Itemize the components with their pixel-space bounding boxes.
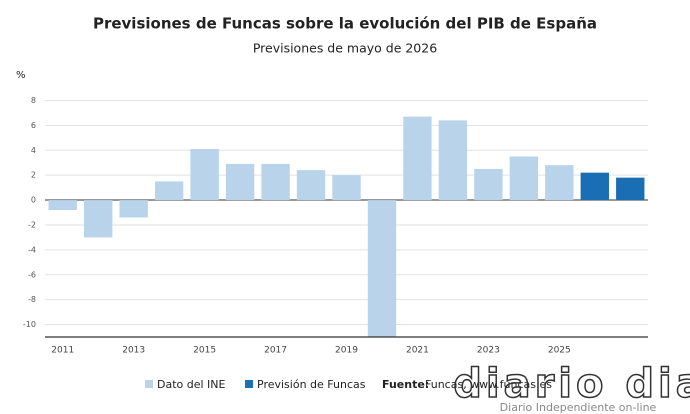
bar: [545, 165, 574, 201]
bar: [403, 116, 432, 201]
bar: [84, 200, 113, 238]
y-tick-label: 6: [31, 121, 36, 130]
bar: [154, 181, 184, 201]
y-tick-label: -4: [28, 245, 36, 254]
legend-swatch: [245, 380, 253, 388]
y-tick-label: 4: [31, 146, 36, 155]
bar: [296, 170, 326, 201]
x-tick-label: 2019: [335, 346, 358, 356]
x-tick-label: 2025: [548, 346, 571, 356]
x-tick-label: 2023: [477, 346, 500, 356]
bar: [190, 149, 219, 201]
y-tick-label: -10: [23, 320, 36, 329]
x-tick-label: 2017: [264, 346, 287, 356]
chart-subtitle: Previsiones de mayo de 2026: [253, 41, 437, 56]
y-tick-label: -8: [28, 295, 36, 304]
x-tick-label: 2011: [51, 346, 74, 356]
bar: [474, 168, 503, 201]
legend-swatch: [145, 380, 153, 388]
y-tick-label: 2: [31, 171, 36, 180]
bar: [580, 172, 609, 201]
bar: [225, 163, 255, 201]
source: Funcas, www.funcas.es: [425, 378, 552, 391]
watermark-subtitle: Diario Independiente on-line: [500, 401, 657, 414]
bar: [332, 175, 361, 201]
x-tick-label: 2021: [406, 346, 429, 356]
x-tick-label: 2015: [193, 346, 216, 356]
x-tick-label: 2013: [122, 346, 145, 356]
y-axis-label: %: [16, 70, 26, 81]
chart-title: Previsiones de Funcas sobre la evolución…: [93, 15, 597, 33]
legend-label: Previsión de Funcas: [257, 378, 366, 391]
y-tick-label: 8: [31, 96, 36, 105]
legend-label: Dato del INE: [157, 378, 226, 391]
source-label: Fuente:: [382, 378, 429, 391]
bar: [616, 177, 645, 201]
watermark: diario dia: [453, 361, 690, 407]
bar: [438, 120, 468, 201]
y-tick-label: 0: [31, 196, 36, 205]
y-tick-label: -6: [28, 270, 36, 279]
bar: [48, 200, 77, 211]
bar: [509, 156, 539, 201]
bar: [119, 200, 148, 218]
y-tick-label: -2: [28, 220, 36, 229]
bar: [261, 163, 290, 201]
bar: [367, 200, 397, 337]
